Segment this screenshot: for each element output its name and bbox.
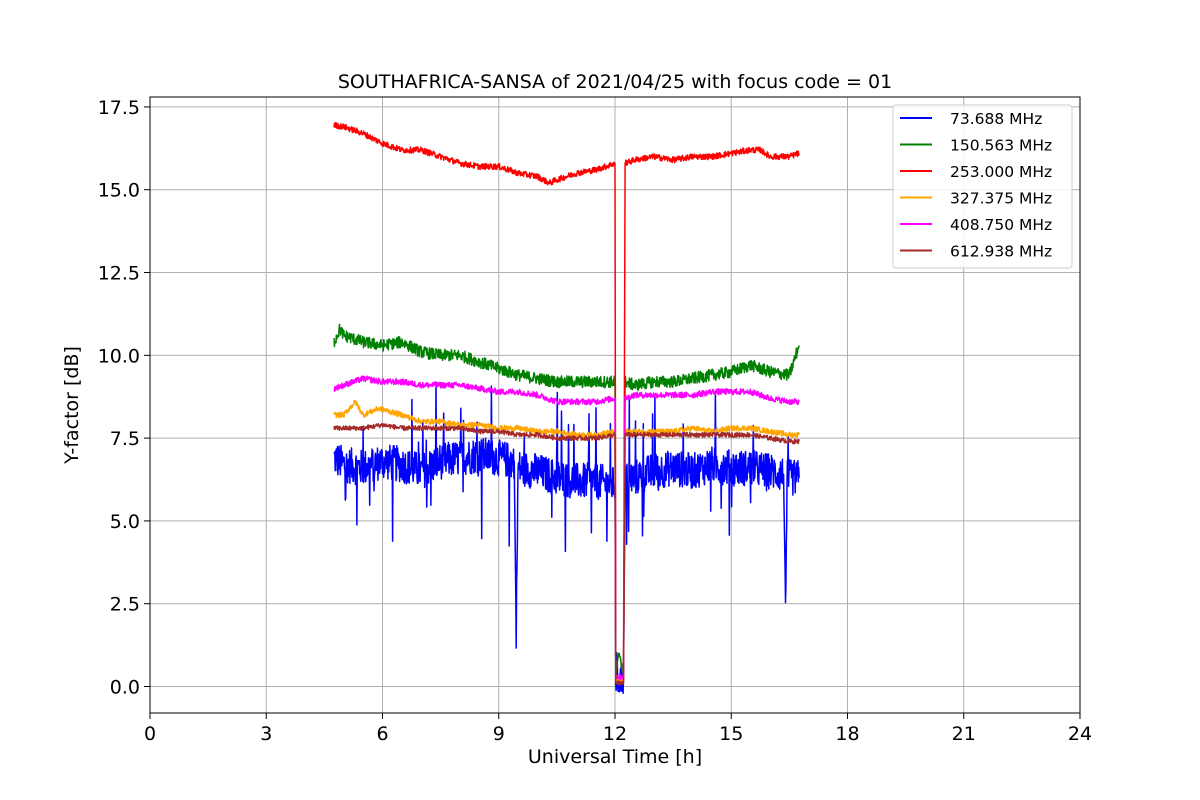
x-axis-ticks: 0 3 6 9 12 15 18 21 24 [144,713,1092,745]
series-line [333,121,800,684]
x-tick-label: 24 [1068,723,1092,745]
y-tick-label: 5.0 [110,511,140,533]
series-line [333,323,800,675]
y-tick-label: 10.0 [98,345,140,367]
x-axis-label: Universal Time [h] [528,746,702,768]
legend-entry: 612.938 MHz [950,243,1052,261]
series-group [333,121,800,695]
legend: 73.688 MHz 150.563 MHz 253.000 MHz 327.375 … [892,104,1073,269]
x-tick-label: 9 [493,723,505,745]
x-tick-label: 21 [952,723,976,745]
legend-entry: 253.000 MHz [950,163,1052,181]
legend-entry: 408.750 MHz [950,216,1052,234]
series-line [333,375,800,681]
legend-entry: 73.688 MHz [950,110,1042,128]
x-tick-label: 12 [603,723,627,745]
y-tick-label: 2.5 [110,594,140,616]
y-tick-label: 15.0 [98,180,140,202]
x-tick-label: 15 [719,723,743,745]
x-tick-label: 18 [835,723,859,745]
chart-title: SOUTHAFRICA-SANSA of 2021/04/25 with foc… [338,71,892,93]
series-line [333,422,800,686]
legend-box [892,104,1073,269]
series-line [333,399,800,683]
y-tick-label: 17.5 [98,97,140,119]
y-axis-ticks: 0.0 2.5 5.0 7.5 10.0 12.5 15.0 17.5 [98,97,150,699]
y-tick-label: 0.0 [110,677,140,699]
legend-entry: 327.375 MHz [950,190,1052,208]
legend-entry: 150.563 MHz [950,137,1052,155]
y-tick-label: 12.5 [98,263,140,285]
series-line [333,381,800,695]
x-tick-label: 6 [376,723,388,745]
x-tick-label: 3 [260,723,272,745]
x-tick-label: 0 [144,723,156,745]
y-axis-label: Y-factor [dB] [61,346,83,465]
plot-area [149,96,1081,714]
y-tick-label: 7.5 [110,428,140,450]
